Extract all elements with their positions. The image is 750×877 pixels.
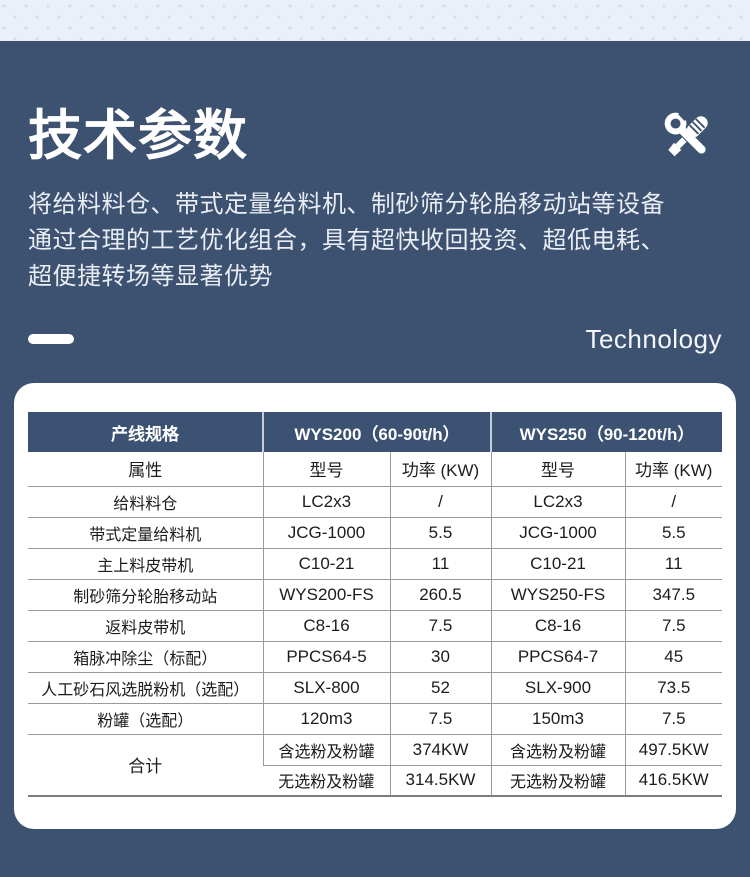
table-row: 粉罐（选配） 120m3 7.5 150m3 7.5: [28, 703, 723, 735]
cell-model: PPCS64-5: [262, 641, 390, 673]
subheader-power: 功率 (KW): [389, 452, 491, 487]
row-label: 人工砂石风选脱粉机（选配）: [28, 672, 263, 704]
cell-model: 150m3: [490, 703, 625, 735]
wrench-screwdriver-icon: [664, 108, 708, 157]
hero-title-row: 技术参数: [28, 41, 722, 167]
cell-model: WYS200-FS: [262, 579, 390, 611]
table-header-row: 产线规格 WYS200（60-90t/h） WYS250（90-120t/h）: [28, 412, 723, 452]
table-row: 返料皮带机 C8-16 7.5 C8-16 7.5: [28, 610, 723, 642]
cell-power: 11: [624, 548, 723, 580]
subheader-attribute: 属性: [28, 452, 263, 487]
table-row: 人工砂石风选脱粉机（选配） SLX-800 52 SLX-900 73.5: [28, 672, 723, 704]
cell-power: 347.5: [624, 579, 723, 611]
hero-description-line: 超便捷转场等显著优势: [28, 263, 273, 290]
cell-power: 45: [624, 641, 723, 673]
hero-section: 技术参数 将给料料仓、带式定量给料机、制砂筛分轮胎移动站等设备 通过合理的工艺优…: [0, 41, 750, 355]
cell-model: C8-16: [490, 610, 625, 642]
total-condition: 含选粉及粉罐: [262, 734, 390, 766]
cell-model: JCG-1000: [490, 517, 625, 549]
cell-model: LC2x3: [490, 486, 625, 518]
cell-power: 11: [389, 548, 491, 580]
row-label: 制砂筛分轮胎移动站: [28, 579, 263, 611]
subheader-model: 型号: [490, 452, 625, 487]
cell-model: SLX-900: [490, 672, 625, 704]
cell-model: C10-21: [490, 548, 625, 580]
cell-power: /: [624, 486, 723, 518]
header-spec-label: 产线规格: [28, 412, 263, 452]
cell-power: 52: [389, 672, 491, 704]
cell-power: 7.5: [624, 610, 723, 642]
cell-model: WYS250-FS: [490, 579, 625, 611]
hero-description-line: 通过合理的工艺优化组合，具有超快收回投资、超低电耗、: [28, 227, 665, 254]
hero-footer-row: Technology: [28, 323, 722, 355]
table-row: 给料料仓 LC2x3 / LC2x3 /: [28, 486, 723, 518]
cell-power: /: [389, 486, 491, 518]
subheader-power: 功率 (KW): [624, 452, 723, 487]
cell-power: 7.5: [389, 703, 491, 735]
cell-power: 73.5: [624, 672, 723, 704]
hero-description: 将给料料仓、带式定量给料机、制砂筛分轮胎移动站等设备 通过合理的工艺优化组合，具…: [28, 187, 722, 295]
header-model-wys200: WYS200（60-90t/h）: [262, 412, 491, 452]
cell-model: C8-16: [262, 610, 390, 642]
top-decorative-band: [0, 0, 750, 41]
cell-power: 7.5: [624, 703, 723, 735]
cell-model: SLX-800: [262, 672, 390, 704]
total-label: 合计: [28, 734, 263, 797]
table-row: 主上料皮带机 C10-21 11 C10-21 11: [28, 548, 723, 580]
cell-model: LC2x3: [262, 486, 390, 518]
row-label: 主上料皮带机: [28, 548, 263, 580]
page-title: 技术参数: [28, 106, 248, 166]
hero-description-line: 将给料料仓、带式定量给料机、制砂筛分轮胎移动站等设备: [28, 191, 665, 218]
table-total-row: 合计 含选粉及粉罐 374KW 含选粉及粉罐 497.5KW: [28, 734, 723, 797]
spec-table: 产线规格 WYS200（60-90t/h） WYS250（90-120t/h） …: [28, 412, 723, 797]
row-label: 给料料仓: [28, 486, 263, 518]
table-total-row: 无选粉及粉罐 314.5KW 无选粉及粉罐 416.5KW: [28, 765, 723, 797]
total-condition: 无选粉及粉罐: [263, 765, 390, 797]
total-condition: 无选粉及粉罐: [490, 765, 625, 797]
total-power: 314.5KW: [389, 765, 491, 797]
row-label: 箱脉冲除尘（标配）: [28, 641, 263, 673]
row-label: 带式定量给料机: [28, 517, 263, 549]
accent-dash: [28, 334, 74, 344]
total-condition: 含选粉及粉罐: [490, 734, 625, 766]
subheader-model: 型号: [262, 452, 390, 487]
table-row: 带式定量给料机 JCG-1000 5.5 JCG-1000 5.5: [28, 517, 723, 549]
row-label: 粉罐（选配）: [28, 703, 263, 735]
cell-power: 260.5: [389, 579, 491, 611]
total-power: 416.5KW: [624, 765, 723, 797]
cell-power: 5.5: [624, 517, 723, 549]
cell-power: 30: [389, 641, 491, 673]
header-model-wys250: WYS250（90-120t/h）: [489, 412, 723, 452]
cell-model: PPCS64-7: [490, 641, 625, 673]
cell-model: 120m3: [262, 703, 390, 735]
total-power: 374KW: [389, 734, 491, 766]
total-power: 497.5KW: [624, 734, 723, 766]
table-row: 制砂筛分轮胎移动站 WYS200-FS 260.5 WYS250-FS 347.…: [28, 579, 723, 611]
cell-power: 7.5: [389, 610, 491, 642]
tagline: Technology: [585, 323, 722, 354]
table-row: 箱脉冲除尘（标配） PPCS64-5 30 PPCS64-7 45: [28, 641, 723, 673]
table-subheader-row: 属性 型号 功率 (KW) 型号 功率 (KW): [28, 452, 723, 487]
spec-card: 产线规格 WYS200（60-90t/h） WYS250（90-120t/h） …: [14, 383, 736, 829]
cell-power: 5.5: [389, 517, 491, 549]
cell-model: JCG-1000: [262, 517, 390, 549]
cell-model: C10-21: [262, 548, 390, 580]
row-label: 返料皮带机: [28, 610, 263, 642]
